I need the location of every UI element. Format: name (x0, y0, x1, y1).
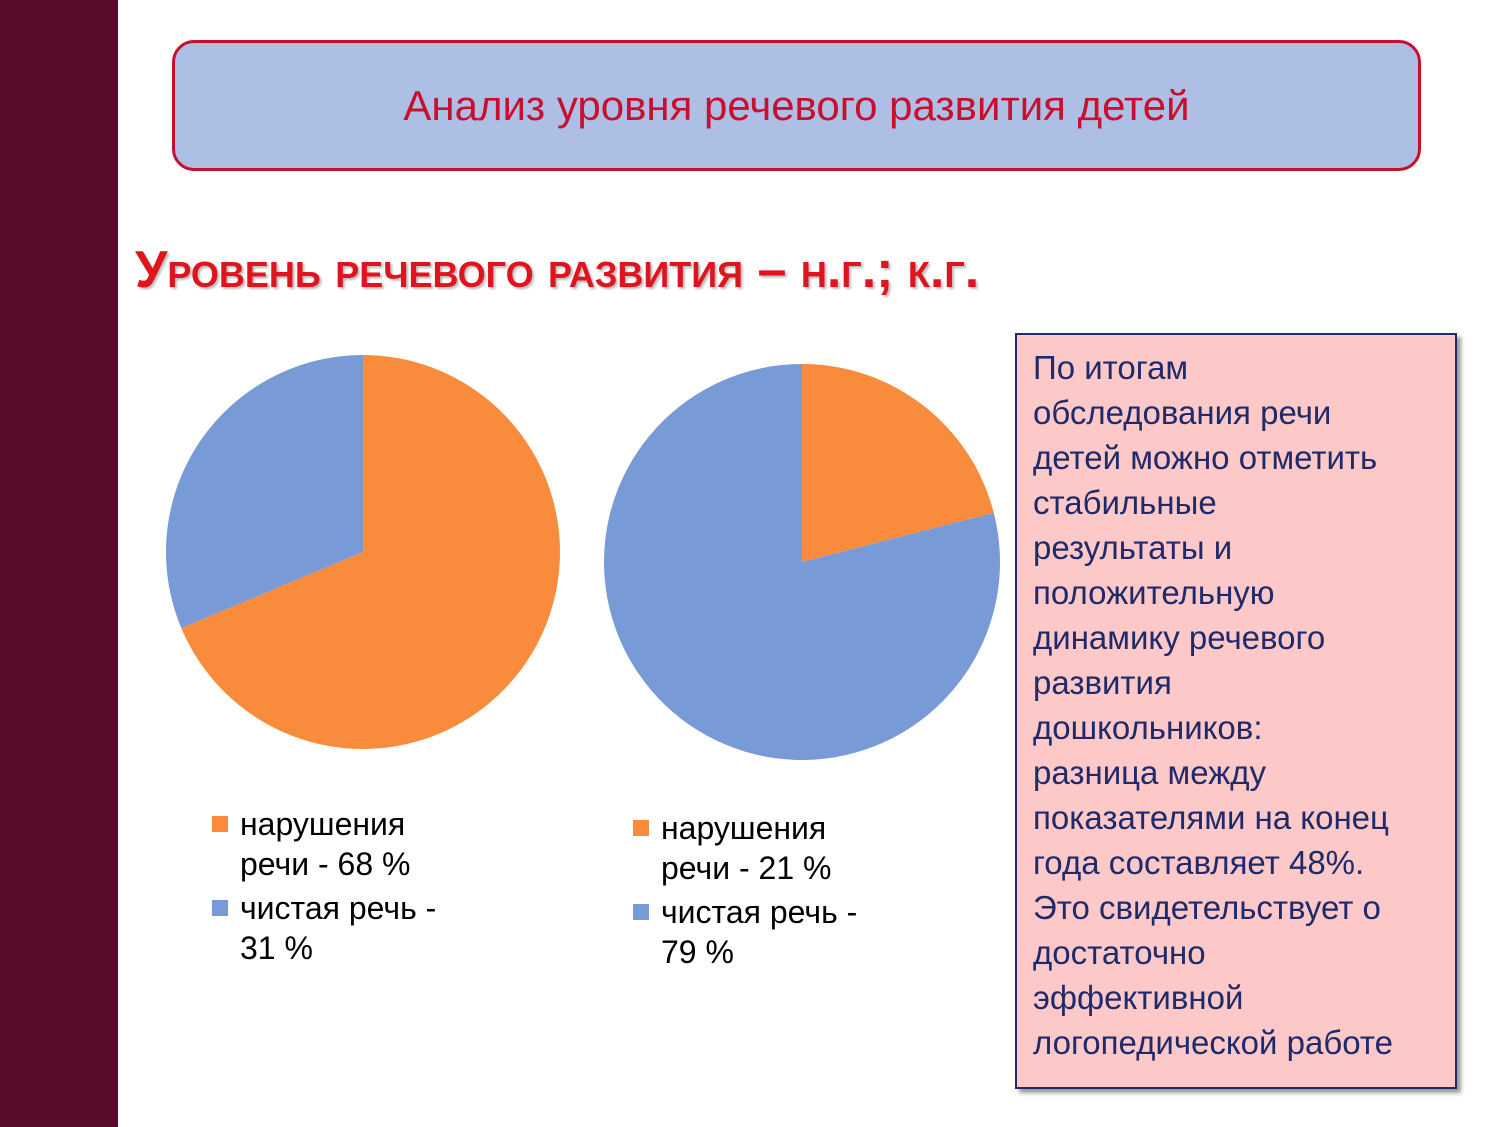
note-line: года составляет 48%. (1033, 844, 1365, 881)
note-line: дошкольников: (1033, 709, 1263, 746)
legend-swatch (633, 820, 649, 836)
side-bar (0, 0, 118, 1127)
title: Анализ уровня речевого развития детей (403, 81, 1190, 129)
legend-item: нарушения речи - 21 % (633, 808, 893, 888)
charts (166, 355, 1001, 760)
note-line: развития (1033, 664, 1172, 701)
legend: нарушения речи - 68 % чистая речь - 31 % (212, 804, 472, 972)
note-line: Это свидетельствует о (1033, 889, 1381, 926)
pie-slice (166, 355, 363, 629)
note-line: динамику речевого (1033, 619, 1326, 656)
note-box: По итогам обследования речи детей можно от… (1015, 333, 1457, 1089)
note-line: обследования речи (1033, 394, 1332, 431)
note-line: детей можно отметить (1033, 439, 1378, 476)
note-line: логопедической работе (1033, 1024, 1393, 1061)
legend-swatch (633, 904, 649, 920)
pie-slice (604, 364, 1001, 760)
legend-label: чистая речь - 31 % (240, 890, 437, 966)
note-line: стабильные (1033, 484, 1217, 521)
title-box: Анализ уровня речевого развития детей (172, 40, 1421, 171)
legend-item: чистая речь - 79 % (633, 892, 893, 972)
note-line: положительную (1033, 574, 1275, 611)
legend-swatch (212, 816, 228, 832)
legend-label: чистая речь - 79 % (661, 894, 858, 970)
legend: нарушения речи - 21 % чистая речь - 79 % (633, 808, 893, 976)
legend-label: нарушения речи - 68 % (240, 806, 411, 882)
legend-item: чистая речь - 31 % (212, 888, 472, 968)
note-line: достаточно (1033, 934, 1206, 971)
note-line: показателями на конец (1033, 799, 1389, 836)
pie-slice (181, 355, 561, 749)
legend-item: нарушения речи - 68 % (212, 804, 472, 884)
pie-slice (802, 364, 994, 562)
note-line: По итогам (1033, 349, 1189, 386)
note-line: разница между (1033, 754, 1267, 791)
subtitle: Уровень речевого развития – н.г.; к.г. (135, 241, 980, 299)
note-line: эффективной (1033, 979, 1244, 1016)
legend-swatch (212, 900, 228, 916)
legend-label: нарушения речи - 21 % (661, 810, 832, 886)
note-line: результаты и (1033, 529, 1233, 566)
